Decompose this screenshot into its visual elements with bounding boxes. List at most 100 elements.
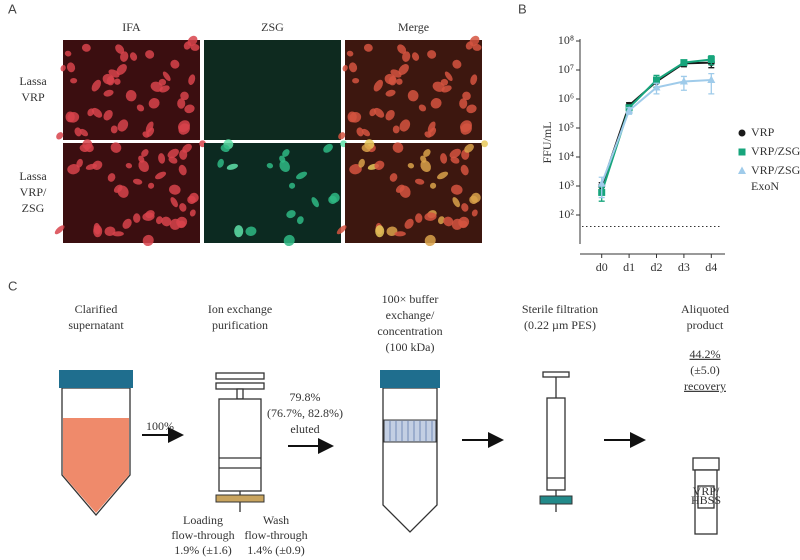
row-label: VRP/ <box>20 185 47 199</box>
cell <box>282 149 290 157</box>
cell <box>323 143 333 153</box>
micrograph <box>345 143 482 243</box>
micrograph <box>204 143 341 243</box>
point <box>707 75 716 84</box>
step-label: product <box>687 318 724 332</box>
cell <box>469 195 478 204</box>
cell <box>155 216 163 225</box>
cell <box>440 153 448 164</box>
cell <box>120 51 129 62</box>
cell <box>342 64 348 72</box>
step-label: purification <box>212 318 268 332</box>
step-label: concentration <box>377 324 442 338</box>
cell <box>437 171 449 180</box>
cell <box>349 164 362 175</box>
column-header: ZSG <box>261 20 284 34</box>
cell <box>67 164 80 175</box>
cell <box>311 197 320 208</box>
point <box>738 148 746 156</box>
cell <box>338 132 346 140</box>
cell <box>110 125 118 134</box>
cell <box>374 160 385 170</box>
syringe-barrel <box>546 397 566 491</box>
cell <box>385 89 396 97</box>
cell <box>162 71 171 82</box>
x-tick-label: d0 <box>596 260 608 274</box>
cell <box>182 143 192 153</box>
cell <box>93 225 103 238</box>
plunger-rod <box>236 388 244 400</box>
cell <box>375 225 385 238</box>
cell <box>116 64 127 75</box>
cell <box>430 98 442 109</box>
cell <box>190 44 200 51</box>
cell <box>464 143 474 153</box>
cell <box>404 218 414 229</box>
tube-body <box>382 387 438 533</box>
cell <box>349 111 362 123</box>
vial-label: VRP/ <box>693 484 720 498</box>
cell <box>115 44 125 54</box>
cell <box>452 197 461 208</box>
cell <box>471 209 478 217</box>
cell <box>112 231 124 237</box>
cell <box>79 128 89 137</box>
step-label: Aliquoted <box>681 302 729 316</box>
cell <box>184 104 195 114</box>
row-label: Lassa <box>19 74 47 88</box>
cell <box>392 142 404 153</box>
cell <box>398 64 409 75</box>
cell <box>180 91 189 101</box>
cell <box>79 144 89 153</box>
cell <box>169 184 181 195</box>
cell <box>170 197 179 208</box>
cell <box>234 225 244 238</box>
cell <box>132 178 143 185</box>
cell <box>451 184 463 195</box>
cell <box>161 216 172 227</box>
arrow-label: (76.7%, 82.8%) <box>267 406 343 420</box>
cell <box>420 160 431 173</box>
cell <box>452 59 462 69</box>
cell <box>188 74 196 86</box>
cell <box>424 131 432 138</box>
y-tick-label: 10² <box>558 207 574 221</box>
legend-label: VRP/ZSG/ExoN <box>751 163 800 193</box>
cell <box>64 50 72 57</box>
recovery-label: (±5.0) <box>690 363 720 377</box>
cell <box>177 98 186 109</box>
cell <box>170 59 180 69</box>
cell <box>122 218 132 229</box>
step-label: (100 kDa) <box>386 340 435 354</box>
cell <box>407 162 415 169</box>
cell <box>469 35 480 47</box>
y-tick-label: 10⁵ <box>558 120 574 134</box>
cells <box>54 139 206 247</box>
cell <box>389 173 398 182</box>
cell <box>385 109 395 121</box>
cell <box>113 184 123 193</box>
cell <box>142 131 150 138</box>
cell <box>420 155 427 163</box>
cell <box>459 120 472 133</box>
cell <box>418 104 427 112</box>
y-tick-label: 10⁸ <box>558 33 574 47</box>
micrograph <box>204 40 341 140</box>
cell <box>399 119 411 132</box>
cell <box>437 216 445 225</box>
cell <box>266 162 274 169</box>
cell <box>356 127 364 137</box>
cell <box>142 234 154 247</box>
cell <box>388 75 397 86</box>
cell <box>402 51 411 62</box>
cells <box>56 35 200 140</box>
tube-liquid <box>63 418 129 513</box>
cell <box>133 213 141 223</box>
cell <box>373 107 385 118</box>
y-axis-label: FFU/mL <box>540 121 554 163</box>
cell <box>145 50 155 59</box>
point <box>680 59 688 67</box>
cell <box>158 78 167 86</box>
cell <box>407 90 419 102</box>
